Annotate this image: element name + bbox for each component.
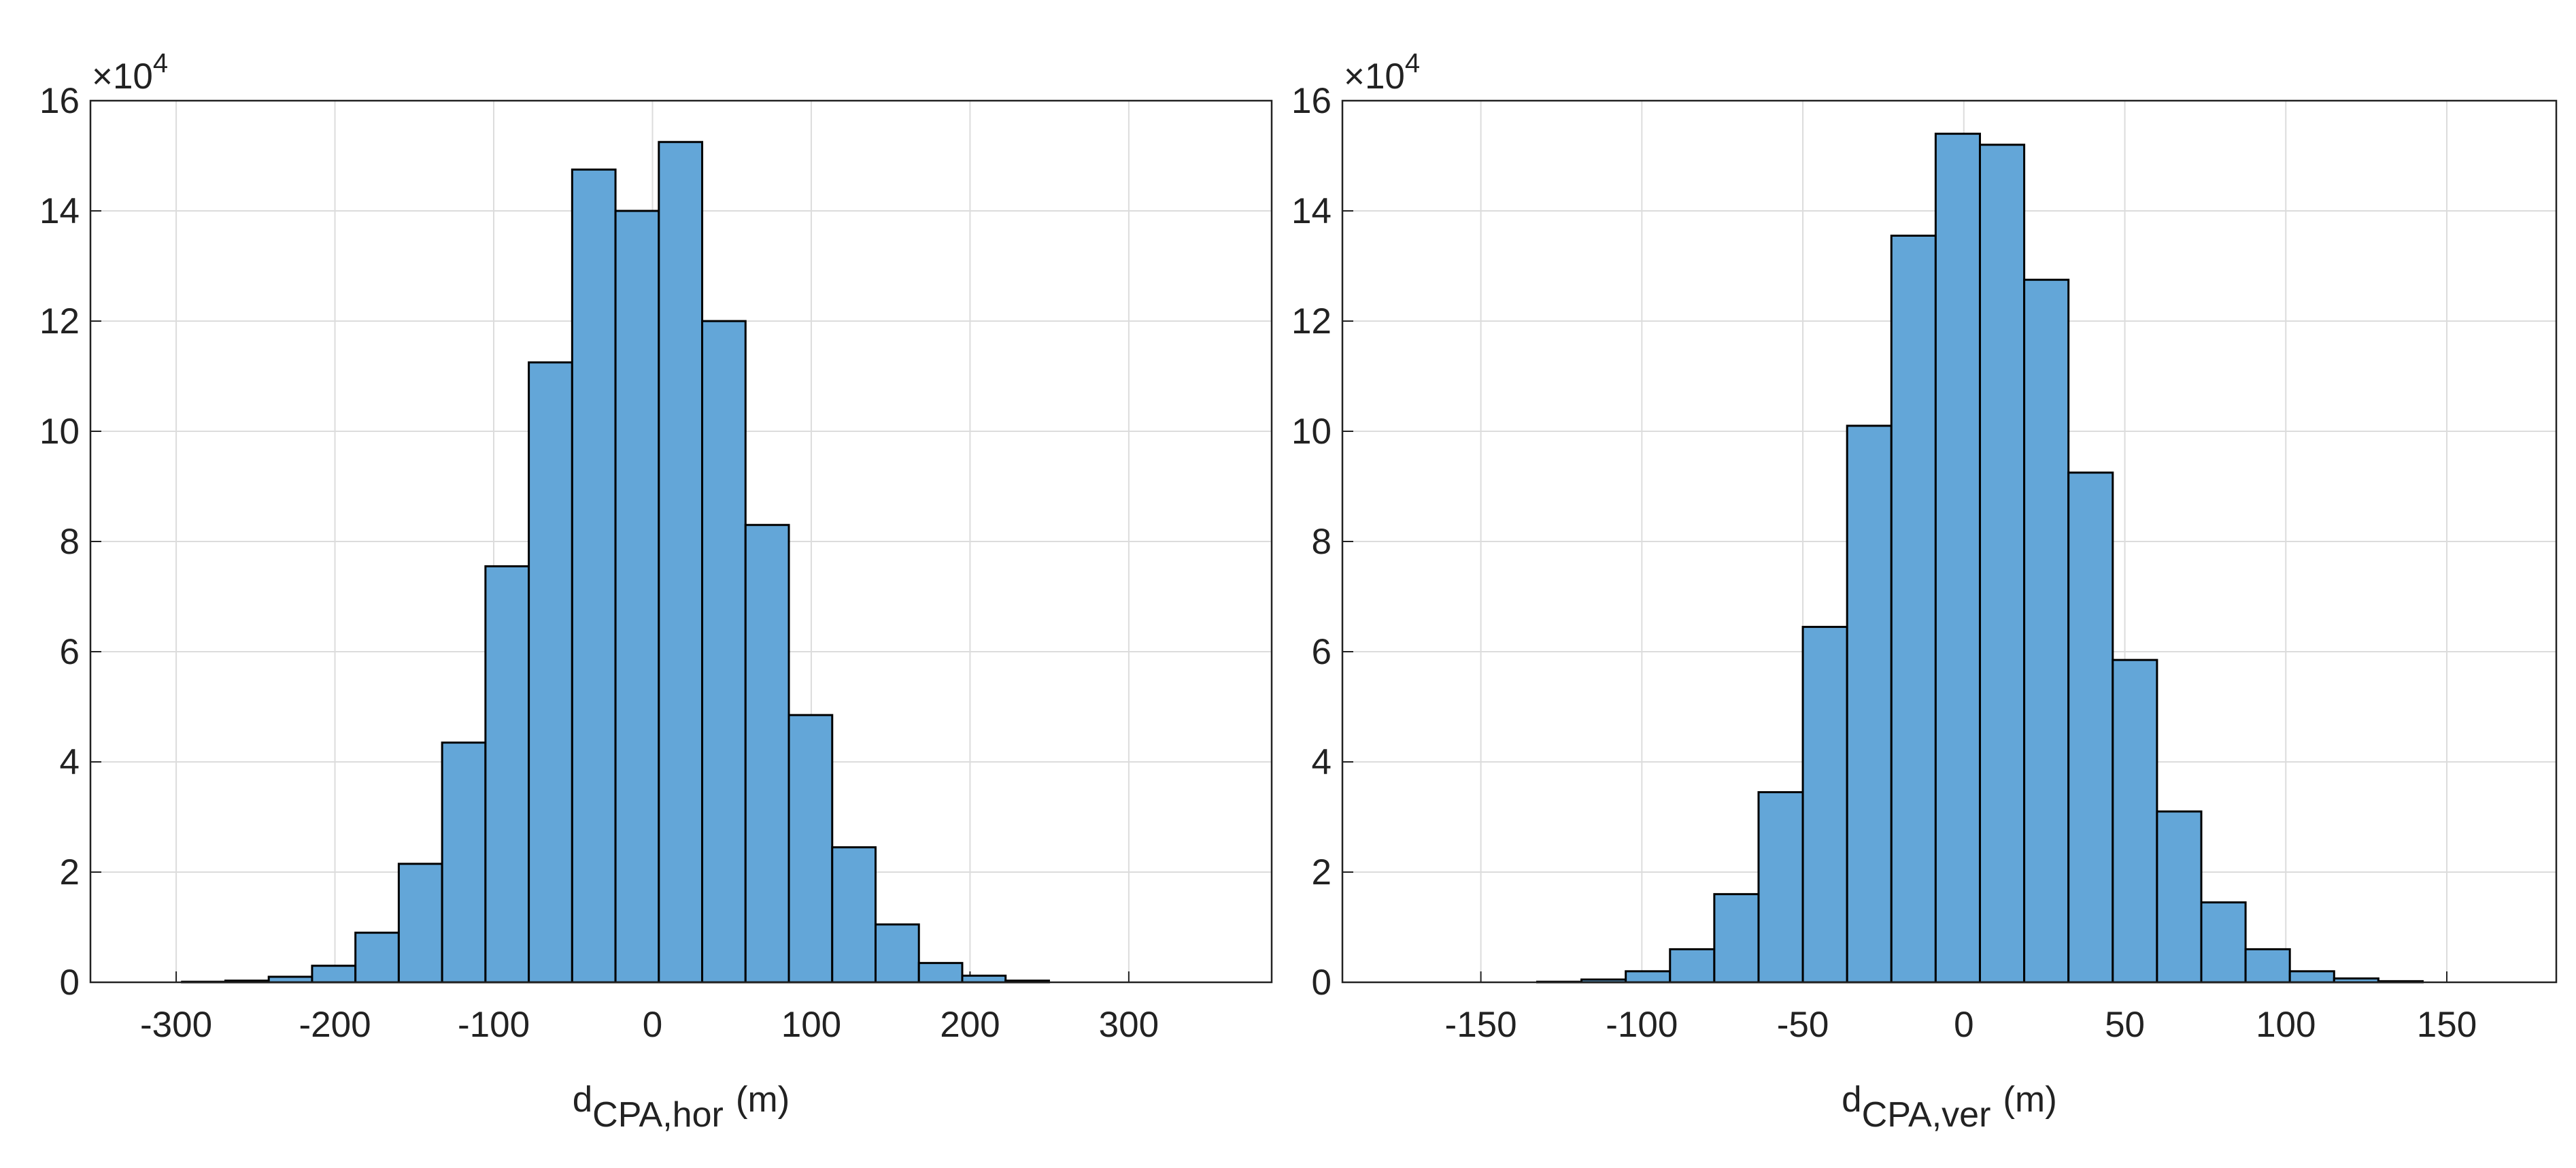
x-tick-label: -200 [299, 1005, 371, 1045]
x-label-sub: CPA,ver [1862, 1095, 1991, 1135]
bar [1757, 791, 1804, 984]
x-label-sub: CPA,hor [592, 1095, 724, 1135]
x-tick-label: 0 [643, 1005, 662, 1045]
bar [1978, 144, 2026, 984]
y-multiplier: ×104 [1344, 48, 1420, 97]
bar [1669, 948, 1716, 984]
bar [528, 361, 573, 984]
bar [917, 962, 964, 984]
bar [961, 974, 1007, 984]
bar [2067, 471, 2114, 984]
x-label-base: d [573, 1080, 592, 1120]
x-tick-label: 200 [940, 1005, 1000, 1045]
x-tick-label: -300 [140, 1005, 212, 1045]
y-tick-label: 16 [39, 81, 80, 121]
plot-frame [89, 99, 1273, 984]
bar [441, 741, 487, 984]
y-tick-label: 2 [1312, 852, 1332, 892]
y-tick-label: 10 [39, 412, 80, 452]
bar [614, 210, 660, 984]
bar [787, 714, 834, 984]
bar [2023, 278, 2070, 984]
bar [397, 863, 443, 984]
y-tick-label: 4 [60, 742, 80, 782]
bar [744, 524, 790, 984]
bar [311, 965, 357, 984]
y-multiplier-base: ×10 [92, 56, 153, 97]
bar [701, 320, 747, 984]
bar [354, 931, 400, 984]
y-tick-label: 6 [1312, 632, 1332, 672]
bar [1713, 892, 1760, 984]
x-tick-label: -150 [1445, 1005, 1517, 1045]
y-tick-label: 0 [60, 963, 80, 1003]
plot-frame [1341, 99, 2558, 984]
y-tick-label: 16 [1291, 81, 1332, 121]
y-tick-label: 12 [1291, 301, 1332, 341]
bar [831, 846, 877, 984]
bar [2156, 810, 2203, 984]
bar [2200, 901, 2247, 984]
x-label-base: d [1842, 1080, 1861, 1120]
bar [1801, 626, 1848, 984]
x-tick-label: 50 [2105, 1005, 2145, 1045]
bar [1846, 424, 1893, 984]
x-tick-label: -100 [1606, 1005, 1678, 1045]
x-tick-label: 100 [781, 1005, 841, 1045]
y-tick-label: 14 [39, 191, 80, 231]
x-tick-label: 300 [1099, 1005, 1159, 1045]
bar [484, 565, 530, 984]
y-multiplier-base: ×10 [1344, 56, 1405, 97]
bar [1625, 970, 1672, 984]
x-tick-label: -100 [458, 1005, 530, 1045]
y-multiplier-exp: 4 [153, 48, 168, 78]
y-tick-label: 8 [60, 522, 80, 562]
y-tick-label: 6 [60, 632, 80, 672]
bar [874, 923, 920, 984]
y-tick-label: 14 [1291, 191, 1332, 231]
y-tick-label: 8 [1312, 522, 1332, 562]
y-tick-label: 2 [60, 852, 80, 892]
bar [1934, 133, 1981, 984]
bar [571, 168, 617, 984]
bar [658, 141, 704, 984]
y-multiplier: ×104 [92, 48, 168, 97]
x-tick-label: 100 [2256, 1005, 2316, 1045]
x-tick-label: 150 [2417, 1005, 2477, 1045]
bar [2244, 948, 2291, 984]
x-label-unit: (m) [2003, 1080, 2056, 1120]
x-axis-label: dCPA,hor (m) [573, 1080, 790, 1135]
bar [1890, 234, 1937, 984]
y-tick-label: 12 [39, 301, 80, 341]
x-tick-label: 0 [1954, 1005, 1973, 1045]
y-tick-label: 4 [1312, 742, 1332, 782]
bar [2112, 658, 2158, 984]
x-tick-label: -50 [1777, 1005, 1829, 1045]
y-tick-label: 10 [1291, 412, 1332, 452]
x-label-unit: (m) [736, 1080, 790, 1120]
bar [2288, 970, 2335, 984]
y-multiplier-exp: 4 [1405, 48, 1420, 78]
y-tick-label: 0 [1312, 963, 1332, 1003]
x-axis-label: dCPA,ver (m) [1842, 1080, 2057, 1135]
